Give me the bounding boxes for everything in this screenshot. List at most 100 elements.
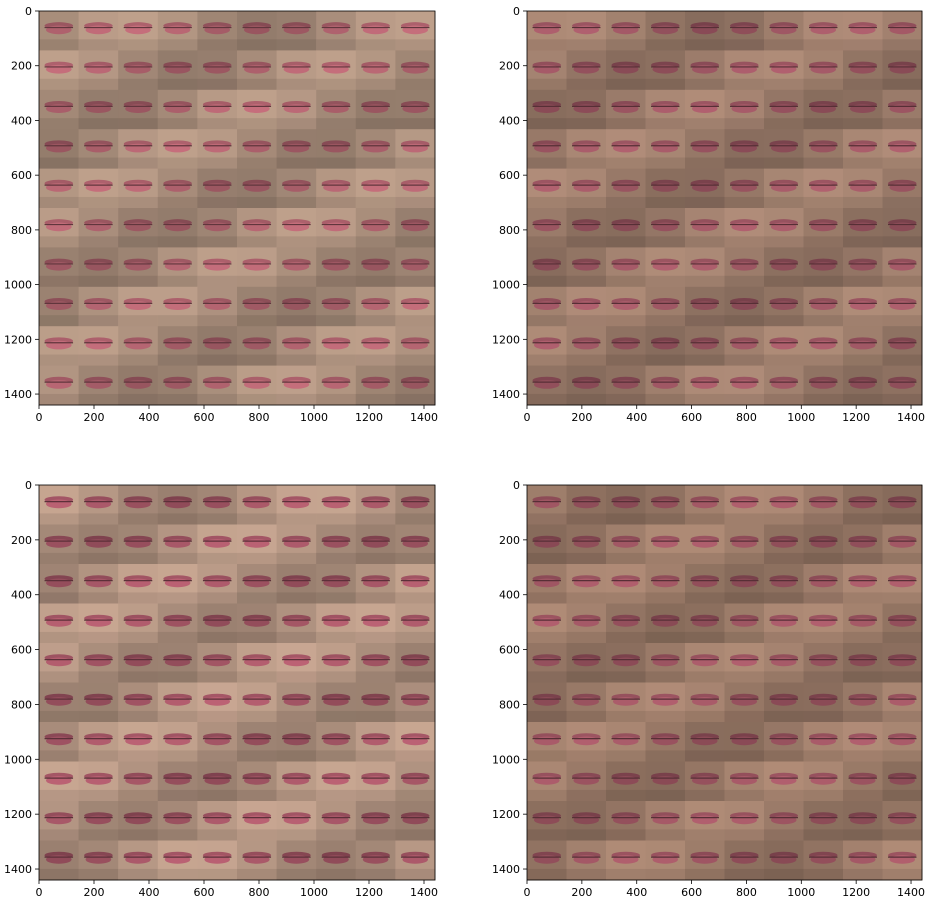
mouth-tile: [237, 168, 278, 209]
mouth-tile: [316, 326, 357, 367]
mouth-tile: [395, 682, 436, 723]
y-tick-label: 400: [11, 114, 32, 127]
mouth-tile: [276, 11, 317, 51]
mouth-tile: [724, 168, 765, 209]
mouth-tile: [157, 168, 198, 209]
mouth-tile: [197, 761, 238, 802]
mouth-tile: [78, 365, 119, 406]
y-tick-label: 200: [11, 534, 32, 547]
mouth-tile: [882, 326, 923, 367]
mouth-tile: [355, 682, 396, 723]
mouth-tile: [355, 129, 396, 170]
mouth-tile: [395, 50, 436, 91]
mouth-tile: [645, 485, 686, 525]
mouth-tile: [157, 485, 198, 525]
mouth-tile: [882, 643, 923, 683]
x-tick-label: 200: [571, 886, 592, 899]
x-tick-label: 600: [194, 886, 215, 899]
mouth-tile: [527, 89, 567, 130]
mouth-tile: [78, 564, 119, 604]
panel-top-right: 0 200 400 600 800 1000 1200 1400 0 200 400 600 800 10…: [492, 5, 925, 424]
mouth-tile: [685, 682, 725, 723]
mouth-tile: [316, 247, 357, 288]
y-tick-label: 1000: [4, 279, 32, 292]
x-tick-label: 800: [249, 886, 270, 899]
mouth-tile: [527, 761, 567, 802]
mouth-tile: [527, 286, 567, 327]
mouth-tile: [316, 840, 357, 881]
mouth-tile: [237, 365, 278, 406]
mouth-tile: [316, 761, 357, 802]
mouth-tile: [764, 326, 804, 367]
mouth-tile: [645, 286, 686, 327]
mouth-tile: [355, 168, 396, 209]
mouth-tile: [276, 50, 317, 91]
mouth-tile: [803, 643, 844, 683]
y-tick-label: 400: [499, 114, 520, 127]
x-tick-label: 1200: [842, 886, 870, 899]
mouth-tile: [527, 11, 567, 51]
mouth-tile: [685, 761, 725, 802]
mouth-tile: [566, 761, 607, 802]
mouth-tile: [39, 682, 80, 723]
mouth-tile: [803, 89, 844, 130]
mouth-tile: [237, 761, 278, 802]
mouth-tile: [39, 840, 80, 881]
mouth-tile: [685, 603, 725, 644]
mouth-tile: [606, 524, 646, 565]
x-tick-label: 600: [681, 411, 702, 424]
mouth-tile: [724, 326, 765, 367]
y-tick-label: 800: [11, 224, 32, 237]
mouth-tile: [197, 485, 238, 525]
mouth-tile: [843, 643, 883, 683]
mouth-tile: [39, 168, 80, 209]
mouth-tile: [395, 129, 436, 170]
mouth-tile: [157, 208, 198, 248]
mouth-tile: [78, 326, 119, 367]
mouth-tile: [118, 50, 159, 91]
mouth-tile: [237, 801, 278, 841]
mouth-tile: [724, 564, 765, 604]
x-tick-label: 1400: [410, 886, 438, 899]
mouth-tile: [78, 129, 119, 170]
mouth-tile: [395, 365, 436, 406]
x-tick-label: 0: [524, 411, 531, 424]
mouth-tile: [527, 168, 567, 209]
mouth-tile: [764, 89, 804, 130]
mouth-tile: [724, 89, 765, 130]
mouth-tile: [724, 129, 765, 170]
mouth-tile: [395, 485, 436, 525]
mouth-tile: [118, 524, 159, 565]
mouth-tile: [882, 722, 923, 762]
mouth-tile: [882, 89, 923, 130]
mouth-tile: [566, 840, 607, 881]
mouth-tile: [764, 564, 804, 604]
mouth-tile: [685, 326, 725, 367]
mouth-tile: [237, 286, 278, 327]
mouth-tile: [316, 643, 357, 683]
mouth-tile: [237, 129, 278, 170]
mouth-tile: [197, 365, 238, 406]
mouth-tile: [157, 603, 198, 644]
mouth-tile: [527, 603, 567, 644]
mouth-tile: [276, 485, 317, 525]
mouth-tile: [803, 11, 844, 51]
mouth-tile: [197, 89, 238, 130]
mouth-tile: [39, 365, 80, 406]
mouth-tile: [882, 485, 923, 525]
y-tick-label: 1400: [4, 863, 32, 876]
mouth-tile: [724, 50, 765, 91]
mouth-tile: [197, 286, 238, 327]
mouth-tile: [395, 801, 436, 841]
mouth-tile: [764, 682, 804, 723]
mouth-tile: [882, 11, 923, 51]
mouth-tile: [276, 682, 317, 723]
mouth-tile: [606, 564, 646, 604]
mouth-tile: [316, 365, 357, 406]
mouth-tile: [355, 485, 396, 525]
mouth-tile: [276, 840, 317, 881]
mouth-tile: [118, 89, 159, 130]
mouth-tile: [197, 801, 238, 841]
mouth-tile: [566, 682, 607, 723]
mouth-tile: [645, 365, 686, 406]
